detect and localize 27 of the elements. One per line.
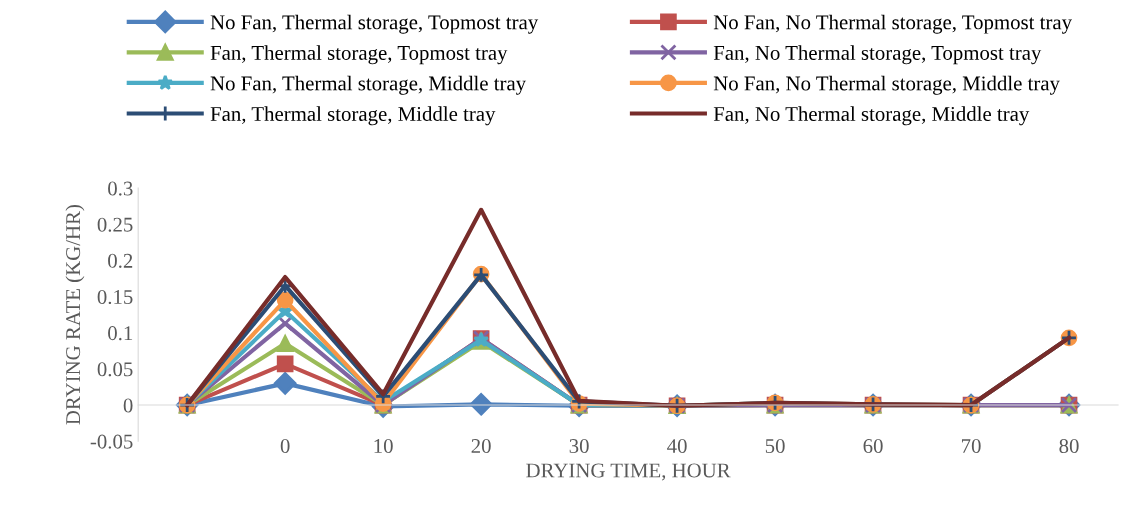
- x-tick-label: 60: [863, 438, 883, 454]
- x-tick-label: 10: [374, 438, 393, 454]
- legend-label: No Fan, Thermal storage, Middle tray: [210, 75, 527, 95]
- x-tick-label: 50: [765, 438, 785, 454]
- y-tick-label: 0.15: [97, 289, 133, 305]
- legend-label: Fan, Thermal storage, Middle tray: [210, 106, 496, 126]
- legend-label: No Fan, No Thermal storage, Middle tray: [713, 75, 1060, 95]
- x-axis-title: DRYING TIME, HOUR: [526, 463, 731, 481]
- y-tick-label: 0.1: [108, 326, 133, 341]
- legend-label: Fan, No Thermal storage, Topmost tray: [713, 45, 1042, 65]
- y-tick-label: -0.05: [90, 434, 133, 449]
- y-tick-label: 0: [123, 398, 133, 413]
- legend-label: Fan, Thermal storage, Topmost tray: [210, 45, 508, 65]
- x-tick-label: 30: [569, 438, 589, 454]
- y-tick-label: 0.2: [108, 253, 133, 268]
- x-tick-label: 20: [471, 438, 491, 454]
- legend-label: No Fan, No Thermal storage, Topmost tray: [713, 14, 1072, 34]
- x-tick-label: 0: [280, 438, 290, 454]
- y-axis-title: DRYING RATE (KG/HR): [65, 205, 85, 425]
- legend-label: No Fan, Thermal storage, Topmost tray: [210, 14, 539, 34]
- y-tick-label: 0.05: [97, 362, 133, 377]
- y-tick-label: 0.3: [108, 181, 133, 196]
- x-tick-label: 40: [667, 438, 687, 454]
- x-tick-label: 80: [1059, 438, 1079, 454]
- y-tick-label: 0.25: [97, 217, 133, 232]
- legend-label: Fan, No Thermal storage, Middle tray: [713, 106, 1030, 126]
- x-tick-label: 70: [962, 438, 981, 454]
